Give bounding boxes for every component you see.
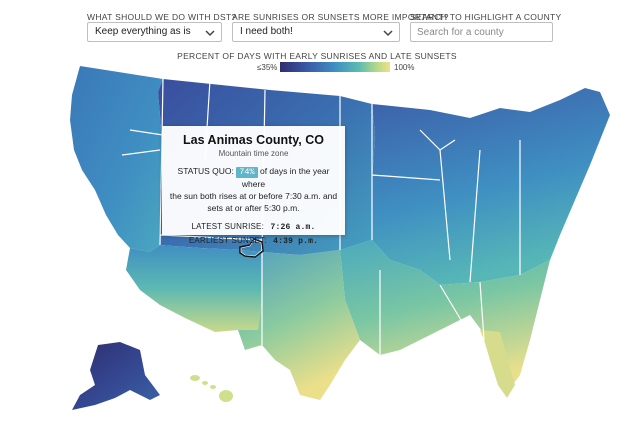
- preference-select[interactable]: I need both!: [232, 22, 400, 42]
- tooltip-county-name: Las Animas County, CO: [183, 133, 324, 147]
- status-desc-3: sets at or after 5:30 p.m.: [207, 203, 300, 213]
- highlighted-county-outline[interactable]: [239, 238, 264, 258]
- county-search-input[interactable]: [410, 22, 553, 42]
- county-tooltip: Las Animas County, CO Mountain time zone…: [162, 126, 345, 246]
- highlighted-county-inner: [240, 239, 263, 257]
- legend-title: PERCENT OF DAYS WITH EARLY SUNRISES AND …: [177, 51, 457, 61]
- region-southwest[interactable]: [126, 245, 262, 332]
- tooltip-status: STATUS QUO: 74% of days in the year wher…: [162, 165, 345, 214]
- latest-sunrise-value: 7:26 a.m.: [270, 223, 316, 232]
- status-prefix: STATUS QUO:: [177, 166, 234, 176]
- status-desc-2: the sun both rises at or before 7:30 a.m…: [169, 191, 338, 201]
- tooltip-timezone: Mountain time zone: [218, 149, 289, 158]
- latest-sunrise-row: LATEST SUNRISE: 7:26 a.m.: [162, 222, 345, 232]
- earliest-sunset-label: EARLIEST SUNSET:: [188, 236, 267, 245]
- preference-select-label: ARE SUNRISES OR SUNSETS MORE IMPORTANT?: [232, 12, 449, 22]
- chevron-down-icon: [383, 30, 393, 37]
- region-hawaii[interactable]: [190, 375, 233, 402]
- latest-sunrise-label: LATEST SUNRISE:: [191, 222, 265, 231]
- dst-select-value: Keep everything as is: [95, 26, 191, 37]
- percent-badge: 74%: [236, 167, 258, 178]
- region-east[interactable]: [372, 88, 610, 285]
- legend-color-scale: [280, 62, 390, 72]
- dst-select-label: WHAT SHOULD WE DO WITH DST?: [87, 12, 237, 22]
- preference-select-value: I need both!: [240, 26, 293, 37]
- legend-max-label: 100%: [394, 63, 415, 72]
- status-desc-1: of days in the year where: [241, 166, 330, 189]
- region-alaska[interactable]: [72, 342, 160, 410]
- earliest-sunset-row: EARLIEST SUNSET: 4:39 p.m.: [162, 236, 345, 246]
- region-florida[interactable]: [480, 330, 515, 398]
- earliest-sunset-value: 4:39 p.m.: [273, 237, 319, 246]
- region-texas[interactable]: [238, 250, 360, 400]
- dst-select[interactable]: Keep everything as is: [87, 22, 222, 42]
- region-west[interactable]: [70, 66, 163, 252]
- legend-min-label: ≤35%: [257, 63, 278, 72]
- search-label: SEARCH TO HIGHLIGHT A COUNTY: [410, 12, 562, 22]
- chevron-down-icon: [205, 30, 215, 37]
